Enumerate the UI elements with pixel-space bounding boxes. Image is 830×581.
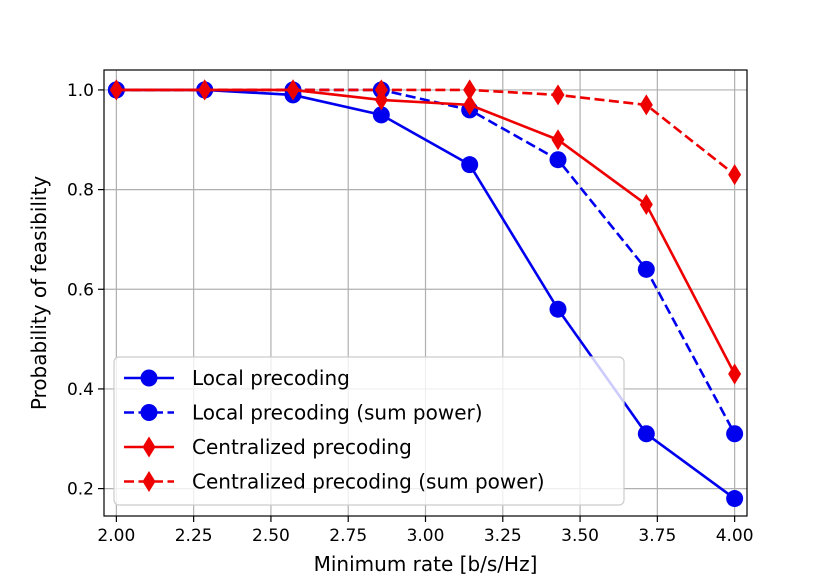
series-4 <box>109 79 742 186</box>
series-line <box>116 88 736 176</box>
y-tick-label: 0.8 <box>67 181 94 201</box>
data-point <box>549 300 567 318</box>
y-tick-label: 0.2 <box>67 480 94 500</box>
x-tick-label: 3.00 <box>407 526 445 546</box>
y-tick-label: 0.6 <box>67 280 94 300</box>
legend: Local precoding Local precoding (sum powe… <box>113 356 625 506</box>
x-tick-label: 2.00 <box>97 526 135 546</box>
legend-label: Local precoding (sum power) <box>192 401 483 425</box>
legend-box <box>113 356 625 506</box>
legend-marker <box>140 404 158 421</box>
y-axis-title: Probability of feasibility <box>27 176 51 411</box>
data-point <box>463 79 477 101</box>
y-tick-label: 1.0 <box>67 81 94 101</box>
y-tick-label: 0.4 <box>67 380 94 400</box>
legend-marker <box>140 369 158 387</box>
x-tick-label: 3.25 <box>484 526 522 546</box>
x-axis-title: Minimum rate [b/s/Hz] <box>314 552 538 576</box>
data-point <box>728 363 742 385</box>
data-point <box>551 129 565 151</box>
legend-entry: Centralized precoding (sum power) <box>124 470 545 494</box>
series-layer <box>107 79 744 508</box>
data-point <box>726 425 744 443</box>
data-point <box>637 425 655 443</box>
x-tick-label: 4.00 <box>716 526 754 546</box>
legend-label: Centralized precoding <box>192 435 412 459</box>
data-point <box>372 106 390 124</box>
x-tick-label: 2.50 <box>252 526 290 546</box>
data-point <box>463 94 477 116</box>
x-tick-label: 3.50 <box>561 526 599 546</box>
x-tick-label: 2.25 <box>175 526 213 546</box>
data-point <box>461 156 479 174</box>
data-point <box>109 79 123 101</box>
data-point <box>637 260 655 278</box>
legend-marker <box>142 436 156 458</box>
data-point <box>728 164 742 186</box>
legend-entry: Local precoding <box>124 366 350 390</box>
x-tick-label: 3.75 <box>638 526 676 546</box>
data-point <box>726 490 744 508</box>
legend-entry: Local precoding (sum power) <box>124 401 483 425</box>
legend-marker <box>142 471 156 492</box>
data-point <box>551 84 565 106</box>
data-point <box>198 79 212 101</box>
data-point <box>549 151 567 169</box>
legend-label: Centralized precoding (sum power) <box>192 470 545 494</box>
legend-label: Local precoding <box>192 366 350 390</box>
data-point <box>374 79 388 101</box>
ticks: 2.00 2.25 2.50 2.75 3.00 3.25 3.50 3.75 4.00 0.2 0… <box>67 81 754 546</box>
x-tick-label: 2.75 <box>329 526 367 546</box>
data-point <box>286 79 300 101</box>
data-point <box>639 194 653 216</box>
legend-entry: Centralized precoding <box>124 435 412 459</box>
data-point <box>639 94 653 116</box>
